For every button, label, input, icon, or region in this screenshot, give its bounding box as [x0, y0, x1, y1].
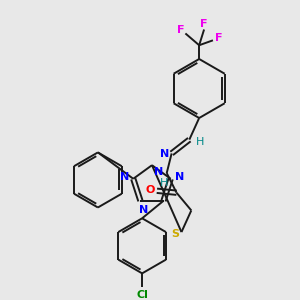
Text: H: H	[160, 178, 168, 188]
Text: H: H	[196, 136, 204, 147]
Text: N: N	[120, 172, 129, 182]
Text: N: N	[139, 205, 148, 214]
Text: Cl: Cl	[136, 290, 148, 300]
Text: F: F	[215, 33, 223, 43]
Text: F: F	[200, 19, 208, 28]
Text: F: F	[177, 26, 184, 35]
Text: O: O	[145, 185, 155, 195]
Text: N: N	[154, 167, 164, 177]
Text: S: S	[172, 229, 180, 239]
Text: N: N	[160, 149, 170, 159]
Text: N: N	[175, 172, 184, 182]
